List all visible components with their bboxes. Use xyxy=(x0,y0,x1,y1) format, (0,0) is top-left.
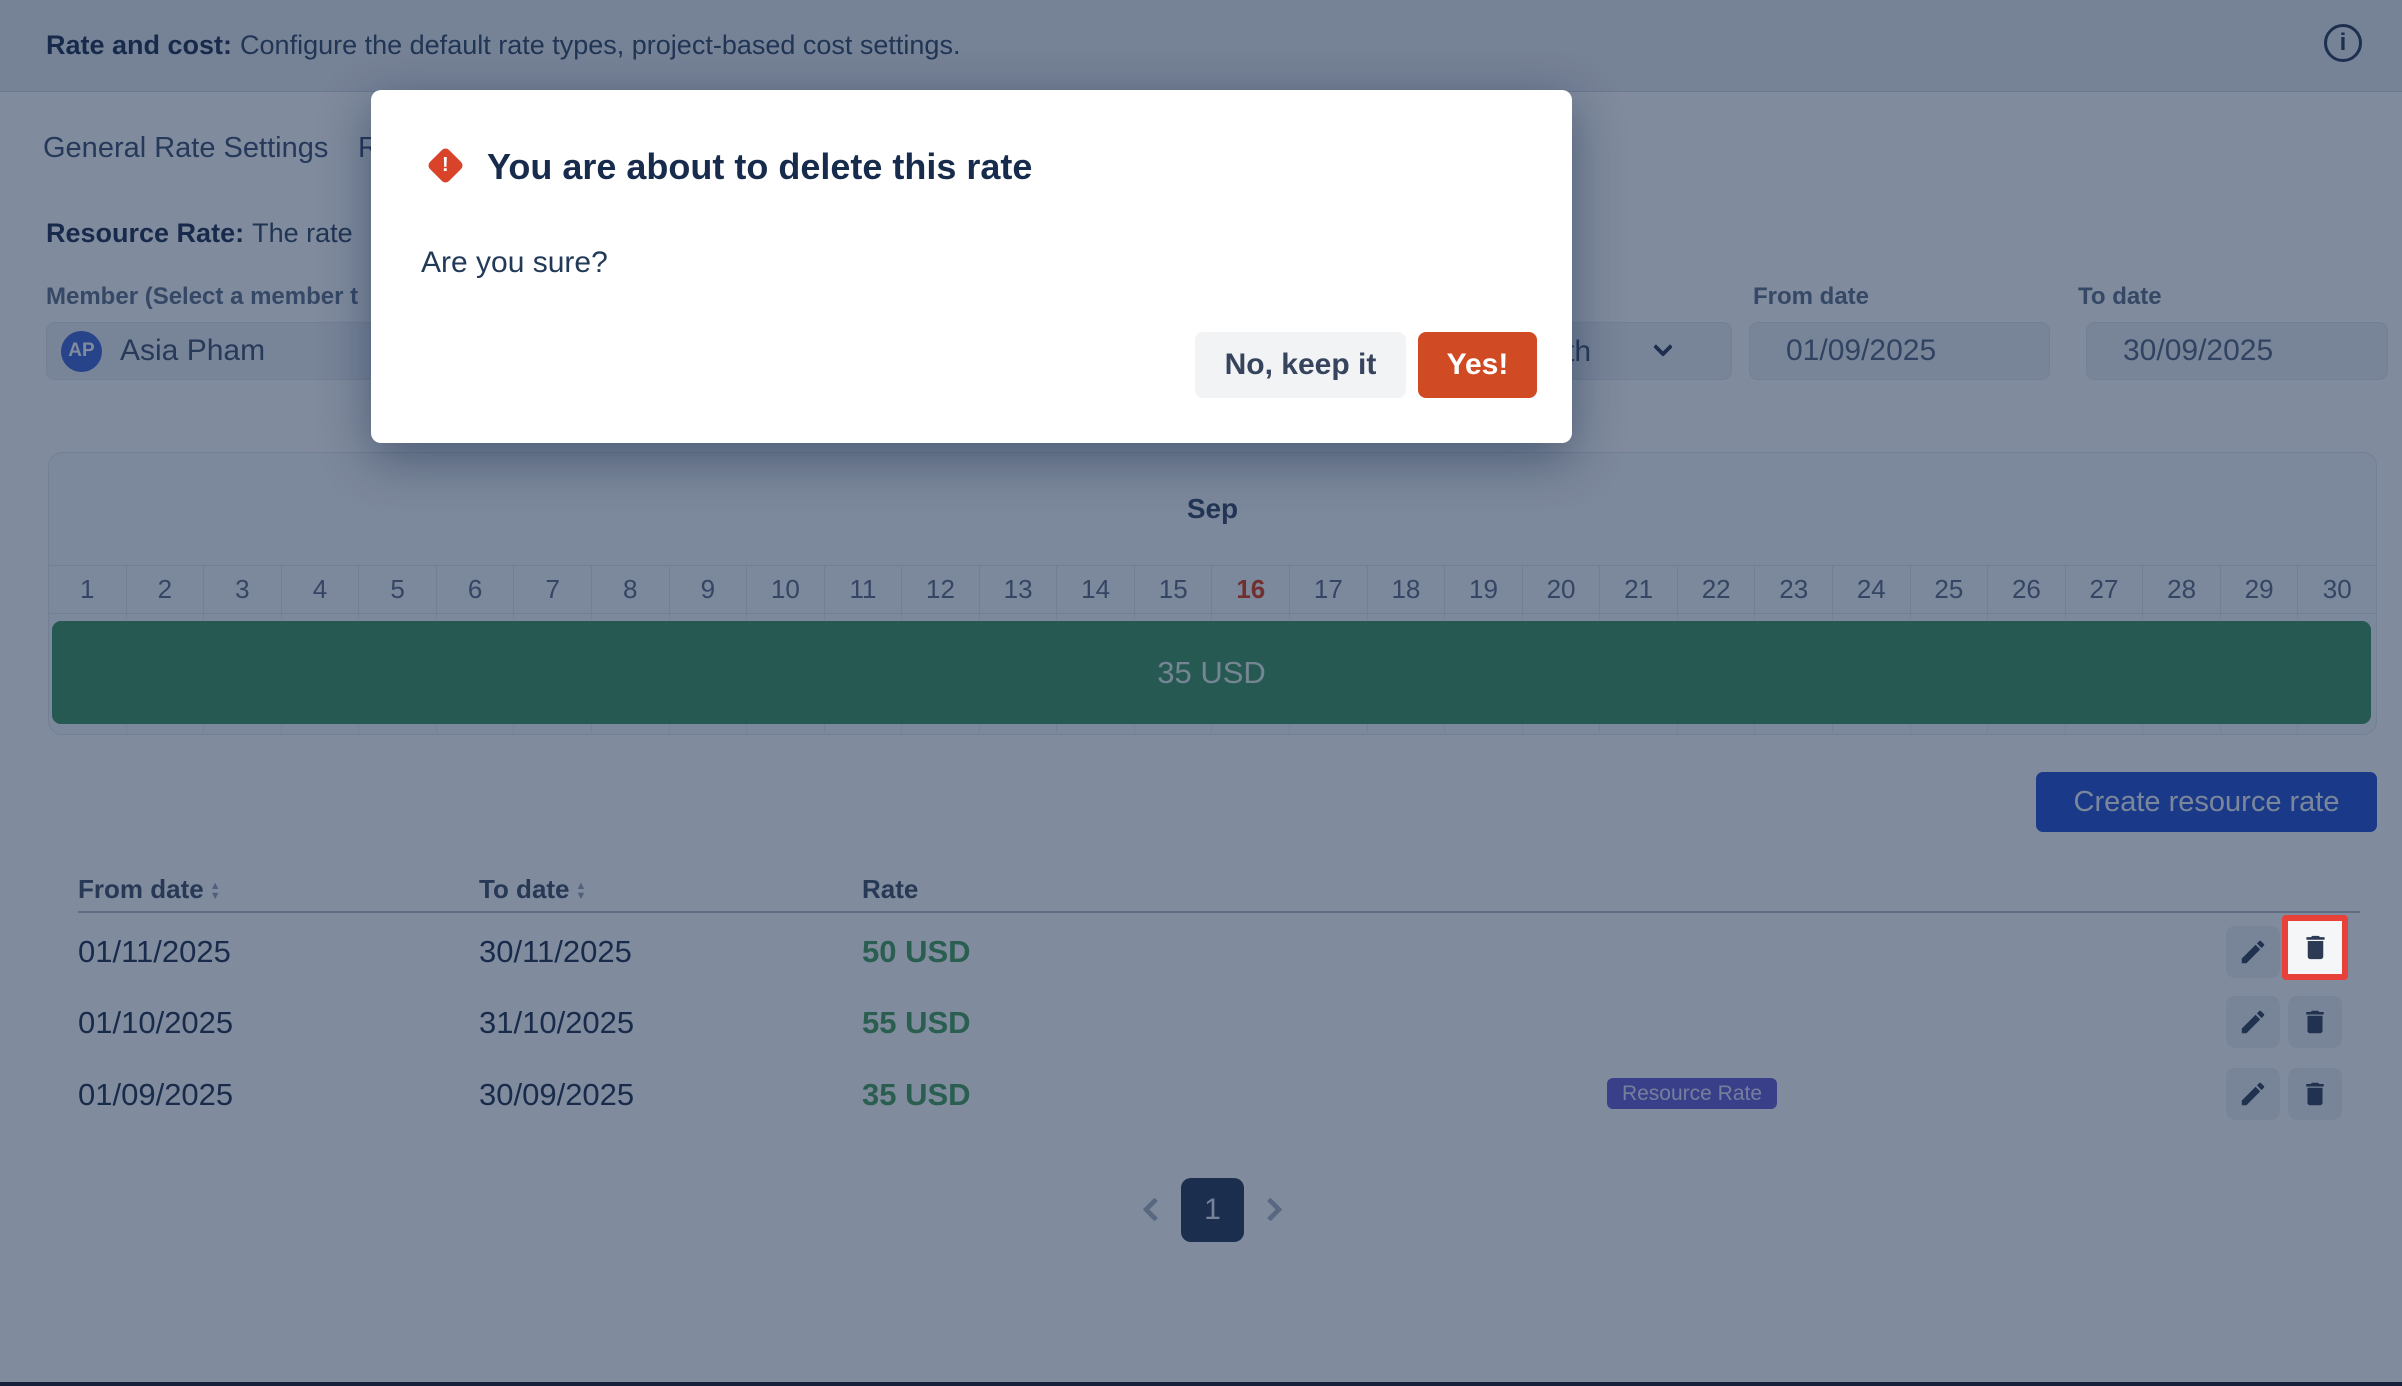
cancel-button[interactable]: No, keep it xyxy=(1195,332,1406,398)
dialog-title: You are about to delete this rate xyxy=(487,146,1033,187)
window-bottom-edge xyxy=(0,1382,2402,1386)
delete-rate-button-highlighted[interactable] xyxy=(2282,915,2348,980)
delete-confirmation-dialog: ! You are about to delete this rate Are … xyxy=(371,90,1572,443)
confirm-button[interactable]: Yes! xyxy=(1418,332,1537,398)
dialog-body: Are you sure? xyxy=(421,246,608,279)
warning-icon: ! xyxy=(426,146,465,185)
trash-icon xyxy=(2305,935,2325,960)
